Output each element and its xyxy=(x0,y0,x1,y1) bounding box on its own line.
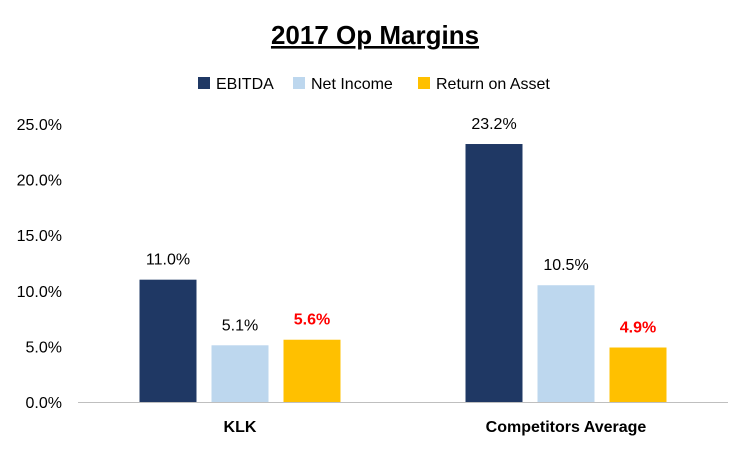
bar-ebitda-klk xyxy=(139,279,197,402)
bar-net-income-competitors-average xyxy=(537,285,595,402)
bar-return-on-asset-klk xyxy=(283,339,341,402)
legend: EBITDA Net Income Return on Asset xyxy=(198,76,550,93)
legend-label-3: Return on Asset xyxy=(436,76,550,93)
legend-swatch-1 xyxy=(198,77,210,89)
legend-label-1: EBITDA xyxy=(216,76,274,93)
legend-swatch-3 xyxy=(418,77,430,89)
chart-title: 2017 Op Margins xyxy=(271,20,479,50)
legend-label-2: Net Income xyxy=(311,76,393,93)
y-axis: 0.0% 5.0% 10.0% 15.0% 20.0% 25.0% xyxy=(17,117,62,412)
x-category-label: KLK xyxy=(224,419,257,436)
bar-net-income-klk xyxy=(211,345,269,402)
data-label: 5.6% xyxy=(294,312,330,329)
data-labels: 11.0% 5.1% 5.6% 23.2% 10.5% 4.9% xyxy=(146,116,656,336)
bar-return-on-asset-competitors-average xyxy=(609,347,667,402)
bars xyxy=(139,144,667,403)
y-tick-label: 25.0% xyxy=(17,117,62,134)
legend-swatch-2 xyxy=(293,77,305,89)
data-label: 11.0% xyxy=(146,252,190,269)
bar-ebitda-competitors-average xyxy=(465,144,523,403)
x-category-label: Competitors Average xyxy=(486,419,647,436)
y-tick-label: 15.0% xyxy=(17,228,62,245)
data-label: 10.5% xyxy=(543,257,588,274)
y-tick-label: 5.0% xyxy=(26,339,62,356)
y-tick-label: 10.0% xyxy=(17,284,62,301)
y-tick-label: 0.0% xyxy=(26,395,62,412)
data-label: 4.9% xyxy=(620,320,656,337)
y-tick-label: 20.0% xyxy=(17,173,62,190)
data-label: 23.2% xyxy=(471,116,516,133)
x-axis: KLK Competitors Average xyxy=(78,402,728,436)
data-label: 5.1% xyxy=(222,317,258,334)
